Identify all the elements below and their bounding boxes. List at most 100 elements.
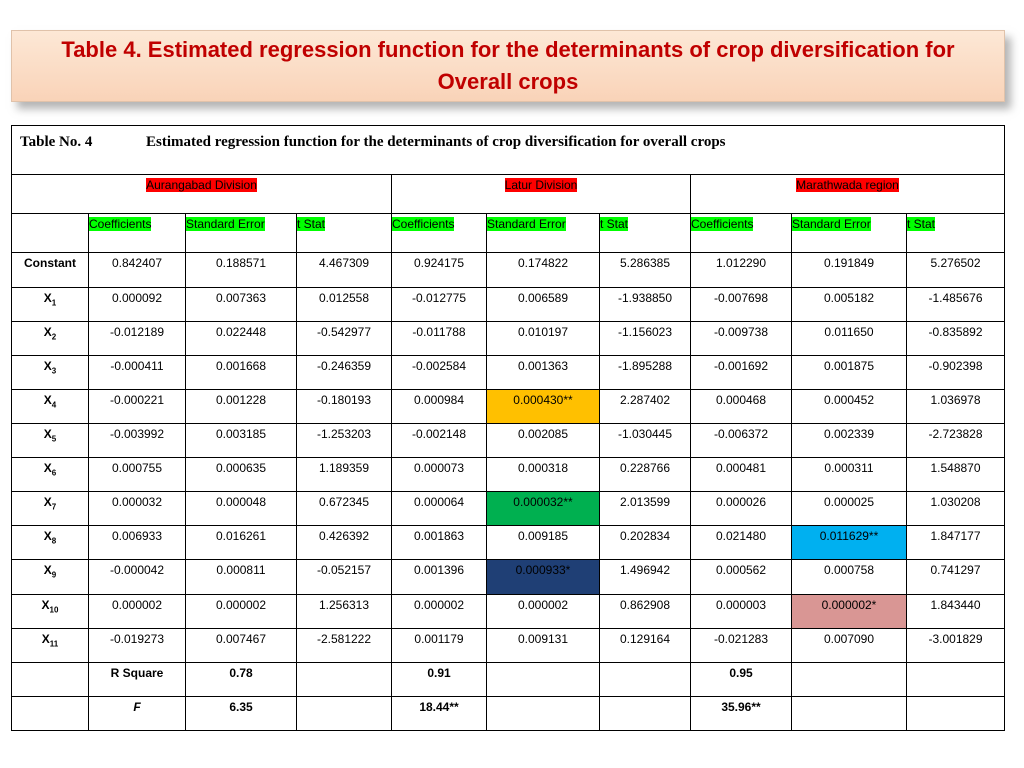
table-cell: -1.253203 <box>296 422 392 459</box>
table-cell: 0.000003 <box>690 593 792 629</box>
table-cell: 1.012290 <box>690 252 792 288</box>
table-cell: 0.000755 <box>88 457 186 493</box>
table-cell: 0.000002 <box>486 593 600 629</box>
division-marathwada: Marathwada region <box>690 174 1005 215</box>
col-header: Standard Error <box>791 213 907 254</box>
f-aurangabad: 6.35 <box>185 695 297 732</box>
table-cell: 0.007090 <box>791 627 907 663</box>
table-cell: 0.000468 <box>690 388 792 424</box>
empty-cell <box>791 661 907 697</box>
row-label: X9 <box>11 559 89 595</box>
table-cell: 0.924175 <box>391 252 487 288</box>
table-cell: -0.000221 <box>88 388 186 424</box>
empty-cell <box>906 695 1005 732</box>
table-cell: 0.842407 <box>88 252 186 288</box>
table-cell: 0.228766 <box>599 457 691 493</box>
table-row: X2 -0.012189 0.022448 -0.542977 -0.011788 0.0… <box>11 320 1005 356</box>
table-cell: 0.006933 <box>88 525 186 561</box>
table-cell: -0.011788 <box>391 320 487 356</box>
f-marathwada: 35.96** <box>690 695 792 732</box>
regression-table: Table No. 4 Estimated regression function… <box>11 124 1005 732</box>
table-cell: 0.000032** <box>486 491 600 527</box>
table-cell: 1.256313 <box>296 593 392 629</box>
table-cell: 0.202834 <box>599 525 691 561</box>
table-cell: 0.007363 <box>185 286 297 322</box>
table-cell: 0.000562 <box>690 559 792 595</box>
table-cell: -0.006372 <box>690 422 792 459</box>
table-cell: -3.001829 <box>906 627 1005 663</box>
empty-cell <box>791 695 907 732</box>
table-row: X11 -0.019273 0.007467 -2.581222 0.001179 0.0… <box>11 627 1005 663</box>
table-cell: 0.741297 <box>906 559 1005 595</box>
table-row: X1 0.000092 0.007363 0.012558 -0.012775 0.006… <box>11 286 1005 322</box>
row-label: Constant <box>11 252 89 288</box>
table-cell: -0.835892 <box>906 320 1005 356</box>
table-cell: 0.016261 <box>185 525 297 561</box>
col-header: Coefficients <box>88 213 186 254</box>
table-cell: 0.000811 <box>185 559 297 595</box>
table-cell: 5.286385 <box>599 252 691 288</box>
col-header: Coefficients <box>690 213 792 254</box>
row-label: X1 <box>11 286 89 322</box>
table-cell: 1.548870 <box>906 457 1005 493</box>
table-cell: 1.036978 <box>906 388 1005 424</box>
table-cell: 0.000452 <box>791 388 907 424</box>
table-caption-text: Estimated regression function for the de… <box>146 134 726 150</box>
table-cell: -0.012189 <box>88 320 186 356</box>
row-label: X4 <box>11 388 89 424</box>
table-cell: 0.000311 <box>791 457 907 493</box>
col-header: Coefficients <box>391 213 487 254</box>
row-label: X5 <box>11 422 89 459</box>
table-cell: 0.000032 <box>88 491 186 527</box>
empty-cell <box>599 695 691 732</box>
table-cell: -0.001692 <box>690 354 792 390</box>
table-cell: 1.189359 <box>296 457 392 493</box>
table-caption-row: Table No. 4 Estimated regression function… <box>11 124 1005 176</box>
table-cell: 0.000933* <box>486 559 600 595</box>
rsquare-row: R Square 0.78 0.91 0.95 <box>11 661 1005 697</box>
table-cell: -0.002148 <box>391 422 487 459</box>
table-cell: 0.000002 <box>185 593 297 629</box>
table-cell: -0.012775 <box>391 286 487 322</box>
table-cell: -0.902398 <box>906 354 1005 390</box>
table-row: X4 -0.000221 0.001228 -0.180193 0.000984 0.00… <box>11 388 1005 424</box>
table-cell: 0.006589 <box>486 286 600 322</box>
col-header: t Stat <box>599 213 691 254</box>
table-cell: 0.672345 <box>296 491 392 527</box>
table-cell: 0.000984 <box>391 388 487 424</box>
table-cell: 1.030208 <box>906 491 1005 527</box>
table-cell: 0.862908 <box>599 593 691 629</box>
table-cell: -0.052157 <box>296 559 392 595</box>
empty-cell <box>296 661 392 697</box>
title-banner: Table 4. Estimated regression function f… <box>11 30 1005 102</box>
f-row: F 6.35 18.44** 35.96** <box>11 695 1005 732</box>
table-cell: 0.007467 <box>185 627 297 663</box>
table-cell: 0.005182 <box>791 286 907 322</box>
f-blank <box>11 695 89 732</box>
table-cell: -0.019273 <box>88 627 186 663</box>
table-cell: 0.426392 <box>296 525 392 561</box>
table-cell: 0.009185 <box>486 525 600 561</box>
table-row: X3 -0.000411 0.001668 -0.246359 -0.002584 0.0… <box>11 354 1005 390</box>
row-label: X3 <box>11 354 89 390</box>
col-header: Standard Error <box>185 213 297 254</box>
table-cell: 0.129164 <box>599 627 691 663</box>
table-cell: 0.010197 <box>486 320 600 356</box>
table-cell: 0.000002* <box>791 593 907 629</box>
division-latur: Latur Division <box>391 174 691 215</box>
table-cell: 0.000026 <box>690 491 792 527</box>
table-row: X10 0.000002 0.000002 1.256313 0.000002 0.000… <box>11 593 1005 629</box>
table-cell: 5.276502 <box>906 252 1005 288</box>
table-cell: 0.012558 <box>296 286 392 322</box>
empty-cell <box>486 661 600 697</box>
table-cell: 1.843440 <box>906 593 1005 629</box>
table-cell: 0.021480 <box>690 525 792 561</box>
table-cell: -0.180193 <box>296 388 392 424</box>
table-cell: 0.188571 <box>185 252 297 288</box>
table-cell: 0.000758 <box>791 559 907 595</box>
table-cell: 0.000092 <box>88 286 186 322</box>
table-cell: -1.938850 <box>599 286 691 322</box>
row-label: X8 <box>11 525 89 561</box>
table-caption: Table No. 4 Estimated regression function… <box>11 124 1005 176</box>
table-cell: -0.000411 <box>88 354 186 390</box>
